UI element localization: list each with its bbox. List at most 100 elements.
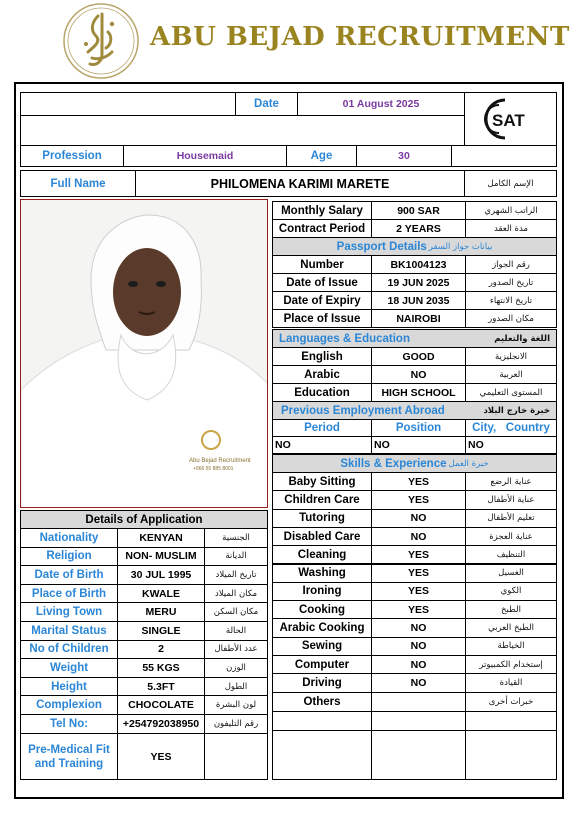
passport-row-label: Date of Expiry: [272, 291, 372, 310]
skill-row-value: YES: [371, 472, 466, 492]
application-row-label: No of Children: [20, 639, 118, 660]
skill-row-arabic: الطبخ العربي: [465, 618, 557, 638]
employment-section-arabic: خبرة خارج البلاد: [483, 405, 550, 416]
company-logo-icon: [63, 3, 139, 79]
passport-row-value: 19 JUN 2025: [371, 273, 466, 292]
language-row-arabic: الانجليزية: [465, 347, 557, 366]
application-row-value: 2: [117, 639, 205, 660]
age-value: 30: [356, 145, 452, 167]
pre-medical-value: YES: [117, 733, 205, 780]
passport-row-value: NAIROBI: [371, 309, 466, 328]
language-row-label: English: [272, 347, 372, 366]
application-section-header: Details of Application: [20, 510, 268, 529]
application-row-value: KWALE: [117, 583, 205, 604]
skill-row-value: NO: [371, 636, 466, 656]
language-row-value: NO: [371, 365, 466, 384]
passport-row-value: 18 JUN 2035: [371, 291, 466, 310]
employment-position-header: Position: [371, 419, 466, 437]
full-name-arabic: الإسم الكامل: [464, 170, 557, 197]
application-row-arabic: الحالة: [204, 621, 268, 641]
passport-row-label: Place of Issue: [272, 309, 372, 328]
application-row-arabic: عدد الأطفال: [204, 639, 268, 660]
passport-row-arabic: مكان الصدور: [465, 309, 557, 328]
application-row-arabic: الوزن: [204, 658, 268, 678]
skill-row-value: YES: [371, 600, 466, 620]
pre-medical-label-line2: and Training: [34, 757, 104, 770]
skill-row-label: Washing: [272, 563, 372, 583]
skill-row-label: Cooking: [272, 600, 372, 620]
passport-section-arabic: بيانات جواز السفر: [428, 241, 493, 252]
application-row-arabic: مكان السكن: [204, 602, 268, 622]
skills-section-header: Skills & Experience خبرة العمل: [272, 454, 557, 473]
language-row-arabic: المستوى التعليمي: [465, 383, 557, 402]
blank-cell: [20, 115, 465, 146]
application-row-arabic: مكان الميلاد: [204, 583, 268, 604]
passport-section-header: Passport Details بيانات جواز السفر: [272, 237, 557, 256]
brand-name: ABU BEJAD RECRUITMENT: [150, 22, 570, 52]
skill-row-label: Sewing: [272, 636, 372, 656]
application-row-value: 30 JUL 1995: [117, 565, 205, 585]
skill-row-label: Disabled Care: [272, 526, 372, 547]
employment-city-value: NO: [465, 436, 557, 454]
pre-medical-label: Pre-Medical Fit and Training: [20, 733, 118, 780]
contract-period-value: 2 YEARS: [371, 219, 466, 238]
skill-row-label: Baby Sitting: [272, 472, 372, 492]
skill-row-label: Ironing: [272, 581, 372, 602]
application-row-arabic: رقم التليفون: [204, 714, 268, 734]
skill-row-arabic: عناية الأطفال: [465, 490, 557, 510]
application-row-arabic: تاريخ الميلاد: [204, 565, 268, 585]
application-row-label: Nationality: [20, 528, 118, 548]
passport-section-label: Passport Details: [336, 240, 427, 253]
employment-period-header: Period: [272, 419, 372, 437]
date-value: 01 August 2025: [297, 92, 465, 116]
application-row-value: NON- MUSLIM: [117, 546, 205, 567]
employment-period-value: NO: [272, 436, 372, 454]
blank-cell: [465, 711, 557, 731]
salary-label: Monthly Salary: [272, 201, 372, 220]
others-arabic: خبرات أخرى: [465, 692, 557, 712]
skill-row-arabic: التنظيف: [465, 545, 557, 565]
skill-row-label: Cleaning: [272, 545, 372, 565]
passport-row-label: Number: [272, 255, 372, 274]
skill-row-arabic: تعليم الأطفال: [465, 508, 557, 528]
skill-row-value: NO: [371, 673, 466, 693]
skill-row-value: NO: [371, 618, 466, 638]
others-label: Others: [272, 692, 372, 712]
language-row-value: GOOD: [371, 347, 466, 366]
contract-period-arabic: مدة العقد: [465, 219, 557, 238]
skill-row-arabic: عناية العجزة: [465, 526, 557, 547]
skill-row-arabic: الكوي: [465, 581, 557, 602]
application-row-label: Height: [20, 676, 118, 697]
passport-row-arabic: تاريخ الانتهاء: [465, 291, 557, 310]
skill-row-label: Driving: [272, 673, 372, 693]
skill-row-value: NO: [371, 655, 466, 675]
application-row-label: Marital Status: [20, 621, 118, 641]
employment-city-header: City, Country: [465, 419, 557, 437]
photo-badge-line2: +966 55 885 8001: [193, 466, 234, 472]
blank-cell: [451, 145, 557, 167]
application-row-label: Tel No:: [20, 714, 118, 734]
profession-label: Profession: [20, 145, 124, 167]
application-row-arabic: لون البشرة: [204, 695, 268, 715]
full-name-label: Full Name: [20, 170, 136, 197]
blank-cell: [20, 92, 236, 116]
skills-section-label: Skills & Experience: [340, 457, 447, 470]
passport-row-label: Date of Issue: [272, 273, 372, 292]
skill-row-value: YES: [371, 563, 466, 583]
cv-form-frame: [14, 82, 564, 799]
salary-value: 900 SAR: [371, 201, 466, 220]
languages-section-label: Languages & Education: [279, 332, 410, 345]
blank-cell: [371, 711, 466, 731]
page-header: ABU BEJAD RECRUITMENT: [0, 0, 578, 82]
skill-row-arabic: الطبخ: [465, 600, 557, 620]
language-row-arabic: العربية: [465, 365, 557, 384]
blank-cell: [272, 711, 372, 731]
application-row-arabic: الطول: [204, 676, 268, 697]
passport-row-value: BK1004123: [371, 255, 466, 274]
employment-section-label: Previous Employment Abroad: [281, 404, 445, 417]
skill-row-label: Arabic Cooking: [272, 618, 372, 638]
skill-row-arabic: إستخدام الكمبيوتر: [465, 655, 557, 675]
contract-period-label: Contract Period: [272, 219, 372, 238]
skill-row-value: NO: [371, 526, 466, 547]
skill-row-label: Computer: [272, 655, 372, 675]
